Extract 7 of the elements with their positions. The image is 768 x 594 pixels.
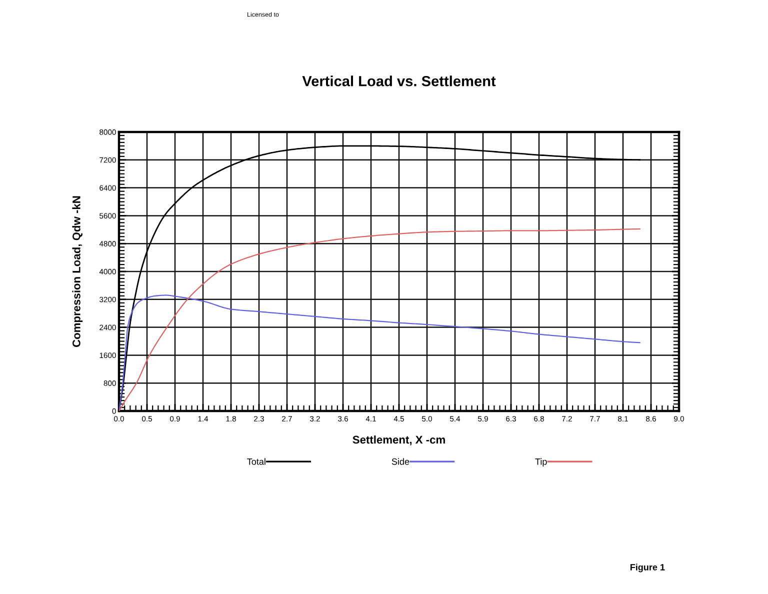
legend-label: Side — [392, 458, 410, 465]
x-axis-title: Settlement, X -cm — [352, 435, 445, 446]
legend-label: Tip — [535, 458, 547, 467]
chart-title: Vertical Load vs. Settlement — [302, 76, 496, 86]
caption: Figure 1 — [630, 564, 665, 572]
legend-label: Total — [247, 458, 266, 465]
y-axis-title: Compression Load, Qdw -kN — [72, 196, 83, 347]
